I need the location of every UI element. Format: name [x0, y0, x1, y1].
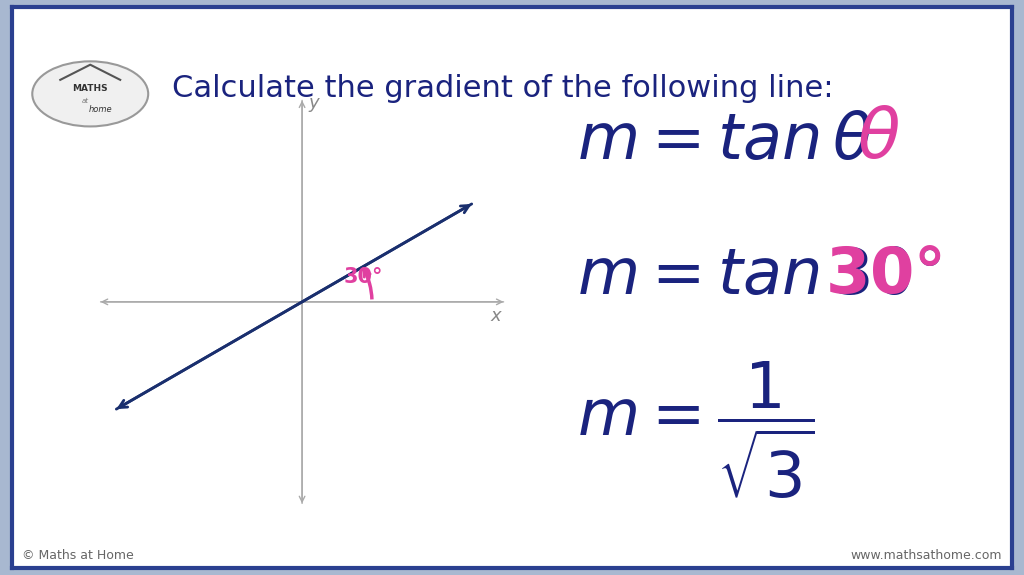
- Text: $\mathit{m} = \mathit{tan}\,\mathit{\theta}$: $\mathit{m} = \mathit{tan}\,\mathit{\the…: [577, 111, 872, 172]
- Text: www.mathsathome.com: www.mathsathome.com: [850, 550, 1001, 562]
- Text: Calculate the gradient of the following line:: Calculate the gradient of the following …: [172, 74, 834, 104]
- Text: $\mathbf{30°}$: $\mathbf{30°}$: [824, 244, 942, 306]
- Circle shape: [33, 62, 148, 126]
- Text: home: home: [88, 105, 112, 114]
- Text: y: y: [308, 94, 319, 112]
- Text: $\mathit{m} = \mathit{tan}\,30°$: $\mathit{m} = \mathit{tan}\,30°$: [577, 246, 942, 307]
- Text: at: at: [82, 98, 89, 103]
- Text: © Maths at Home: © Maths at Home: [23, 550, 134, 562]
- Text: 30°: 30°: [344, 267, 383, 287]
- Text: $\mathit{m} = \dfrac{1}{\sqrt{3}}$: $\mathit{m} = \dfrac{1}{\sqrt{3}}$: [577, 359, 815, 501]
- Text: $\mathit{\theta}$: $\mathit{\theta}$: [857, 106, 900, 172]
- Text: x: x: [490, 306, 501, 325]
- Text: MATHS: MATHS: [73, 84, 109, 93]
